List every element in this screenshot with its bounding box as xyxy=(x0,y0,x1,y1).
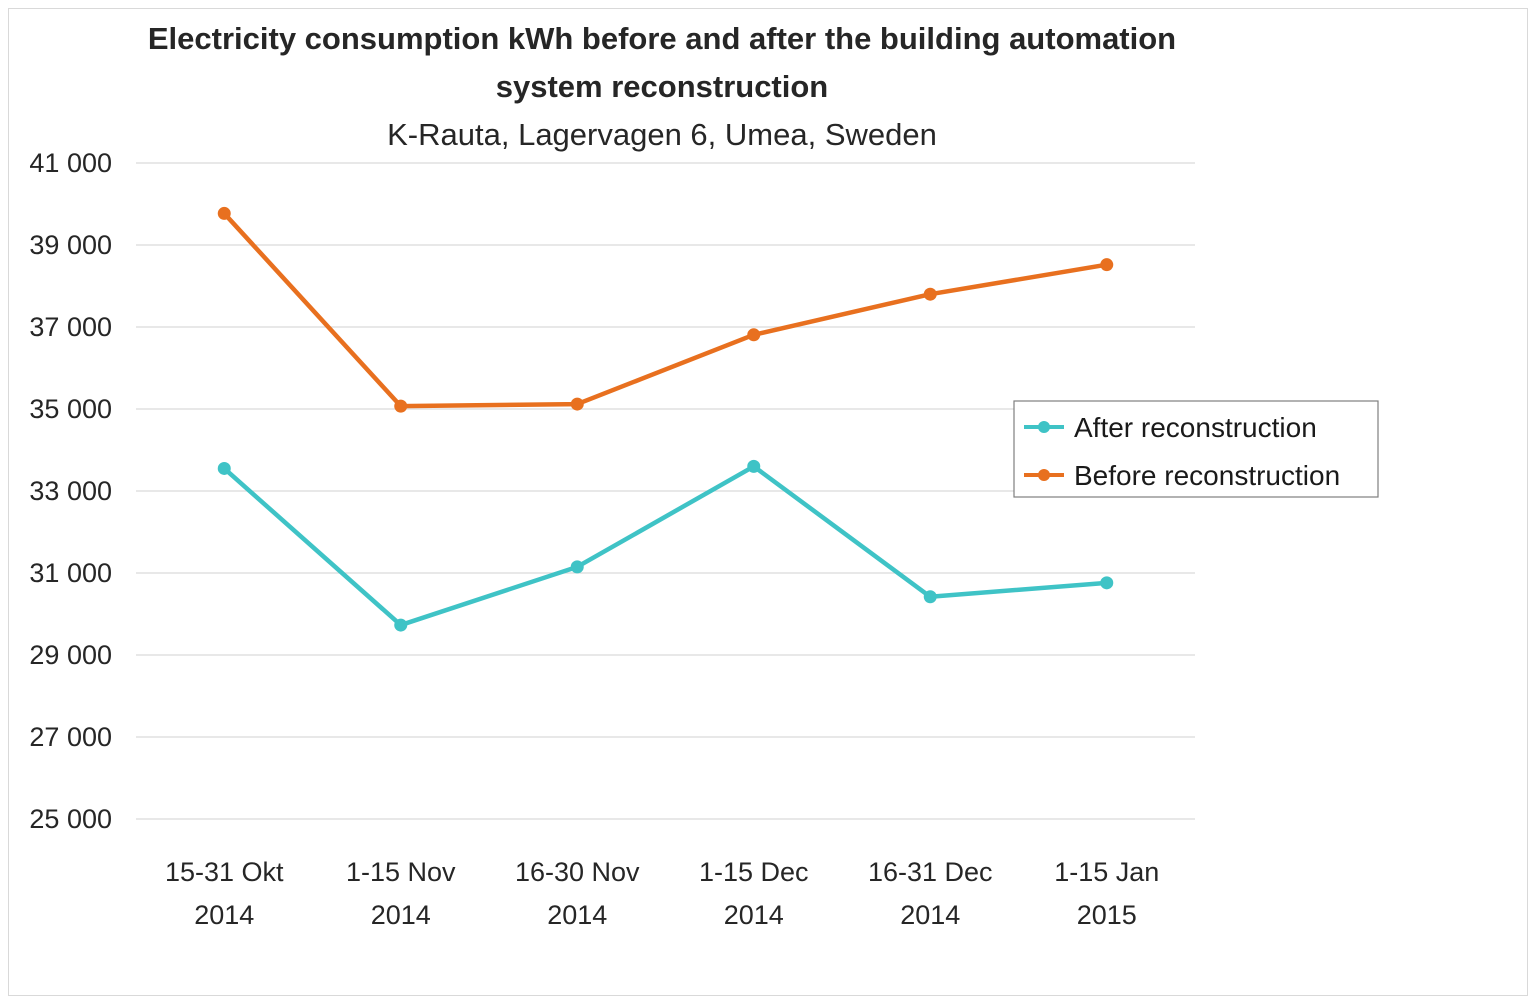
data-point xyxy=(923,287,937,301)
legend-box xyxy=(1013,400,1379,498)
legend-label-after: After reconstruction xyxy=(1074,412,1317,443)
data-point xyxy=(1100,576,1114,590)
chart-title-line1: Electricity consumption kWh before and a… xyxy=(148,21,1176,56)
y-tick-label: 33 000 xyxy=(29,476,112,506)
y-axis-tick-labels: 25 000 27 000 29 000 31 000 33 000 35 000 37 0… xyxy=(29,148,112,834)
x-tick-label: 16-30 Nov xyxy=(515,857,640,887)
x-tick-label: 2014 xyxy=(194,900,254,930)
data-point xyxy=(394,399,408,413)
chart-subtitle: K-Rauta, Lagervagen 6, Umea, Sweden xyxy=(387,117,937,152)
chart-title-line2: system reconstruction xyxy=(496,69,829,104)
y-tick-label: 35 000 xyxy=(29,394,112,424)
series-line-1 xyxy=(222,211,1108,409)
data-point xyxy=(570,397,584,411)
x-tick-label: 16-31 Dec xyxy=(868,857,993,887)
data-point xyxy=(747,459,761,473)
x-tick-label: 2015 xyxy=(1077,900,1137,930)
series-lines xyxy=(217,206,1114,632)
data-point xyxy=(747,328,761,342)
data-point xyxy=(217,206,231,220)
x-tick-label: 1-15 Nov xyxy=(346,857,456,887)
data-point xyxy=(394,618,408,632)
y-tick-label: 37 000 xyxy=(29,312,112,342)
x-tick-label: 1-15 Jan xyxy=(1054,857,1159,887)
data-point xyxy=(570,560,584,574)
data-point xyxy=(217,461,231,475)
y-tick-label: 25 000 xyxy=(29,804,112,834)
x-tick-label: 2014 xyxy=(371,900,431,930)
y-tick-label: 41 000 xyxy=(29,148,112,178)
x-axis-tick-labels: 15-31 Okt 2014 1-15 Nov 2014 16-30 Nov 2014 1-… xyxy=(165,857,1159,930)
y-tick-label: 39 000 xyxy=(29,230,112,260)
legend: After reconstruction Before reconstructi… xyxy=(1013,400,1379,498)
x-tick-label: 2014 xyxy=(724,900,784,930)
legend-label-before: Before reconstruction xyxy=(1074,460,1340,491)
x-tick-label: 2014 xyxy=(547,900,607,930)
data-point xyxy=(923,590,937,604)
legend-marker-after xyxy=(1038,421,1050,433)
legend-marker-before xyxy=(1038,469,1050,481)
x-tick-label: 15-31 Okt xyxy=(165,857,284,887)
y-tick-label: 31 000 xyxy=(29,558,112,588)
series-line-0 xyxy=(222,464,1107,628)
y-tick-label: 29 000 xyxy=(29,640,112,670)
x-tick-label: 2014 xyxy=(900,900,960,930)
x-tick-label: 1-15 Dec xyxy=(699,857,809,887)
y-tick-label: 27 000 xyxy=(29,722,112,752)
data-point xyxy=(1100,258,1114,272)
